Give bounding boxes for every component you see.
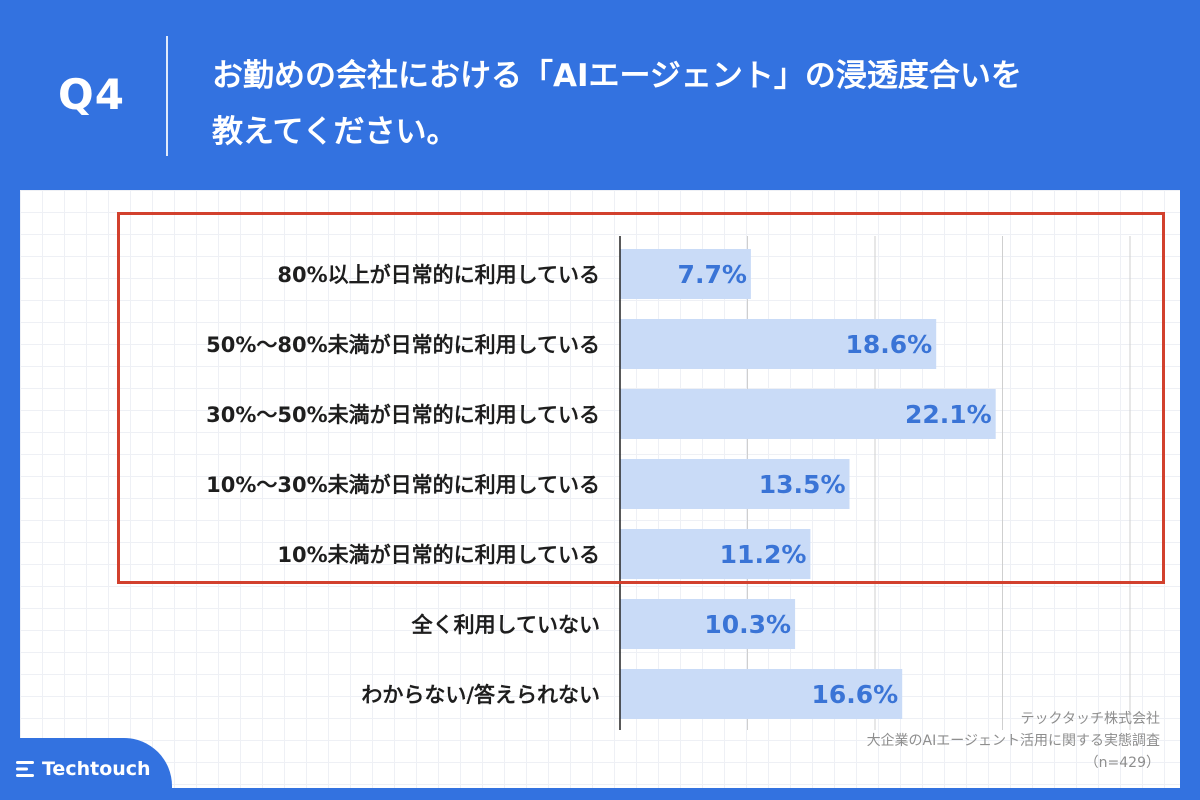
bar-4 xyxy=(620,459,850,509)
category-label-2: 50%〜80%未満が日常的に利用している xyxy=(206,333,600,357)
category-label-6: 全く利用していない xyxy=(411,613,600,637)
category-label-1: 80%以上が日常的に利用している xyxy=(277,263,600,287)
source-survey: 大企業のAIエージェント活用に関する実態調査 xyxy=(866,733,1160,749)
question-title-line1: お勤めの会社における「AIエージェント」の浸透度合いを xyxy=(212,58,1022,94)
question-title-line2: 教えてください。 xyxy=(212,114,458,150)
source-note: テックタッチ株式会社 大企業のAIエージェント活用に関する実態調査 （n=429… xyxy=(740,708,1160,774)
value-label-2: 18.6% xyxy=(845,330,932,359)
question-number: Q4 xyxy=(58,70,125,119)
category-label-4: 10%〜30%未満が日常的に利用している xyxy=(206,473,600,497)
bar-2 xyxy=(620,319,937,369)
bar-5 xyxy=(620,529,811,579)
bar-7 xyxy=(620,669,903,719)
bar-3 xyxy=(620,389,996,439)
category-label-5: 10%未満が日常的に利用している xyxy=(277,543,600,567)
header-divider xyxy=(166,36,168,156)
question-title: お勤めの会社における「AIエージェント」の浸透度合いを 教えてください。 xyxy=(212,48,1172,160)
value-label-3: 22.1% xyxy=(905,400,992,429)
brand-logo: Techtouch xyxy=(16,758,151,780)
value-label-1: 7.7% xyxy=(678,260,747,289)
value-label-5: 11.2% xyxy=(720,540,807,569)
highlight-box xyxy=(117,212,1165,584)
value-label-6: 10.3% xyxy=(704,610,791,639)
techtouch-logo-icon xyxy=(16,761,34,777)
header: Q4 お勤めの会社における「AIエージェント」の浸透度合いを 教えてください。 xyxy=(0,0,1200,190)
category-label-7: わからない/答えられない xyxy=(361,683,600,707)
sample-size: （n=429） xyxy=(1084,755,1160,771)
brand-name: Techtouch xyxy=(42,758,151,780)
bar-6 xyxy=(620,599,796,649)
value-label-7: 16.6% xyxy=(811,680,898,709)
source-company: テックタッチ株式会社 xyxy=(1020,711,1160,727)
chart-panel xyxy=(20,190,1180,788)
value-label-4: 13.5% xyxy=(759,470,846,499)
bar-1 xyxy=(620,249,751,299)
logo-tab xyxy=(0,738,172,800)
category-label-3: 30%〜50%未満が日常的に利用している xyxy=(206,403,600,427)
